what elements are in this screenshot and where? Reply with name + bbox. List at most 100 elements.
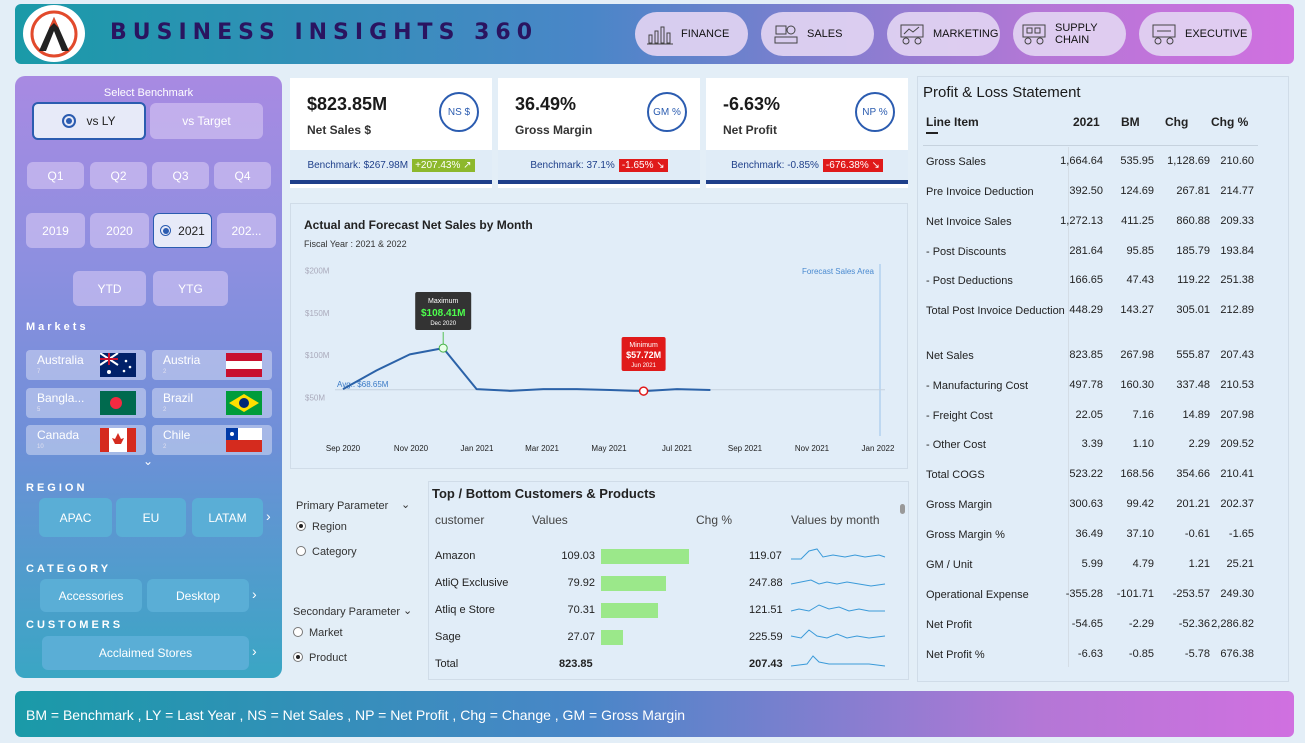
customer-chg: 225.59	[749, 631, 783, 643]
kpi-benchmark-text: Benchmark: -0.85%	[731, 159, 819, 171]
pnl-line-item: Net Profit %	[926, 649, 985, 661]
chevron-right-icon[interactable]: ›	[252, 643, 257, 659]
year-2020-button[interactable]: 2020	[90, 213, 149, 248]
supply-chain-icon	[1022, 24, 1046, 45]
chevron-down-icon[interactable]: ⌄	[143, 454, 154, 468]
line-chart-svg[interactable]: $50M $100M $150M $200M Sep 2020 Nov 2020 Jan 2…	[291, 204, 909, 470]
footer-legend: BM = Benchmark , LY = Last Year , NS = N…	[26, 707, 686, 723]
market-item-australia[interactable]: Australia 7	[26, 350, 146, 380]
customer-row[interactable]: AtliQ Exclusive 79.92 247.88	[429, 576, 899, 596]
secondary-option-product[interactable]: Product	[293, 652, 347, 664]
executive-icon	[1152, 24, 1176, 45]
customer-row[interactable]: Atliq e Store 70.31 121.51	[429, 603, 899, 623]
kpi-badge: NS $	[439, 92, 479, 132]
nav-sales-button[interactable]: SALES	[761, 12, 874, 56]
secondary-option-market[interactable]: Market	[293, 627, 343, 639]
radio-selected-icon	[296, 521, 306, 531]
chevron-down-icon[interactable]: ⌄	[403, 605, 413, 617]
pnl-value-chg: -0.61	[1184, 528, 1210, 540]
pnl-value-bm: -2.29	[1128, 618, 1154, 630]
min-value: $57.72M	[626, 350, 661, 360]
pnl-header-bm: BM	[1121, 115, 1140, 129]
y-tick-label: $200M	[305, 266, 330, 275]
quarter-q1-button[interactable]: Q1	[27, 162, 84, 189]
pnl-value-bm: 7.16	[1132, 409, 1154, 421]
column-header-chg: Chg %	[696, 513, 733, 527]
region-latam-label: LATAM	[208, 510, 247, 525]
period-ytd-button[interactable]: YTD	[73, 271, 146, 306]
pnl-value-2021: 823.85	[1069, 349, 1103, 361]
market-item-chile[interactable]: Chile 2	[152, 425, 272, 455]
pnl-line-item: Operational Expense	[926, 589, 1029, 601]
year-2021-button[interactable]: 2021	[153, 213, 212, 248]
chevron-right-icon[interactable]: ›	[252, 586, 257, 602]
primary-option-region[interactable]: Region	[296, 521, 347, 533]
pnl-value-2021: 281.64	[1069, 245, 1103, 257]
chevron-right-icon[interactable]: ›	[266, 508, 271, 524]
pnl-value-2021: 392.50	[1069, 185, 1103, 197]
pnl-value-bm: 99.42	[1126, 498, 1154, 510]
x-tick-label: Mar 2021	[525, 444, 559, 453]
pnl-value-chg: 555.87	[1176, 349, 1210, 361]
region-apac-button[interactable]: APAC	[39, 498, 112, 537]
customer-value: 109.03	[561, 550, 595, 562]
nav-executive-button[interactable]: EXECUTIVE	[1139, 12, 1252, 56]
forecast-area-label: Forecast Sales Area	[802, 267, 875, 276]
year-2022-button[interactable]: 202...	[217, 213, 276, 248]
market-name: Brazil	[163, 391, 194, 405]
market-name: Chile	[163, 428, 191, 442]
category-desktop-button[interactable]: Desktop	[147, 579, 249, 612]
quarter-q4-button[interactable]: Q4	[214, 162, 271, 189]
pnl-value-chg-pct: 210.41	[1220, 468, 1254, 480]
pnl-value-chg: 2.29	[1188, 438, 1210, 450]
header-divider	[923, 145, 1258, 146]
nav-supply-chain-button[interactable]: SUPPLY CHAIN	[1013, 12, 1126, 56]
customer-row[interactable]: Sage 27.07 225.59	[429, 629, 899, 650]
year-2019-button[interactable]: 2019	[26, 213, 85, 248]
pnl-value-chg-pct: 210.53	[1220, 379, 1254, 391]
market-item-brazil[interactable]: Brazil 2	[152, 388, 272, 418]
x-tick-label: Jul 2021	[662, 444, 693, 453]
nav-marketing-button[interactable]: MARKETING	[887, 12, 1000, 56]
austria-flag-icon	[226, 353, 262, 377]
chevron-down-icon[interactable]: ⌄	[401, 499, 411, 511]
max-month: Dec 2020	[430, 321, 456, 327]
pnl-value-chg: 267.81	[1176, 185, 1210, 197]
scrollbar-thumb[interactable]	[900, 504, 905, 514]
market-item-austria[interactable]: Austria 2	[152, 350, 272, 380]
market-item-bangladesh[interactable]: Bangla... 5	[26, 388, 146, 418]
region-latam-button[interactable]: LATAM	[192, 498, 263, 537]
pnl-line-item: - Post Deductions	[926, 275, 1013, 287]
nav-finance-button[interactable]: FINANCE	[635, 12, 748, 56]
pnl-line-item: Gross Sales	[926, 156, 986, 168]
customer-acclaimed-stores-button[interactable]: Acclaimed Stores	[42, 636, 249, 670]
customer-row[interactable]: Amazon 109.03 119.07	[429, 548, 899, 569]
customer-value: 70.31	[567, 604, 595, 616]
benchmark-vs-target-button[interactable]: vs Target	[150, 103, 263, 139]
category-accessories-button[interactable]: Accessories	[40, 579, 142, 612]
nav-sales-label: SALES	[807, 28, 843, 40]
market-count: 7	[37, 369, 41, 375]
total-chg: 207.43	[749, 658, 783, 670]
region-eu-label: EU	[142, 510, 160, 525]
column-header-customer: customer	[435, 513, 485, 527]
column-header-values: Values	[532, 513, 568, 527]
benchmark-vs-ly-button[interactable]: vs LY	[32, 102, 146, 140]
category-desktop-label: Desktop	[175, 588, 221, 603]
primary-option-category[interactable]: Category	[296, 546, 357, 558]
brazil-flag-icon	[226, 391, 262, 415]
quarter-q3-button[interactable]: Q3	[152, 162, 209, 189]
pnl-value-2021: 1,664.64	[1060, 155, 1103, 167]
kpi-change-badge: -676.38% ↘	[822, 158, 883, 172]
market-count: 5	[37, 407, 41, 413]
kpi-value: -6.63%	[723, 94, 781, 114]
market-item-canada[interactable]: Canada 10	[26, 425, 146, 455]
region-eu-button[interactable]: EU	[116, 498, 186, 537]
quarter-q2-button[interactable]: Q2	[90, 162, 147, 189]
kpi-value: 36.49%	[515, 94, 577, 114]
pnl-value-2021: 166.65	[1069, 274, 1103, 286]
total-label: Total	[435, 658, 459, 670]
period-ytg-button[interactable]: YTG	[153, 271, 228, 306]
footer-bar: BM = Benchmark , LY = Last Year , NS = N…	[15, 691, 1294, 737]
customer-name: Atliq e Store	[435, 604, 495, 616]
